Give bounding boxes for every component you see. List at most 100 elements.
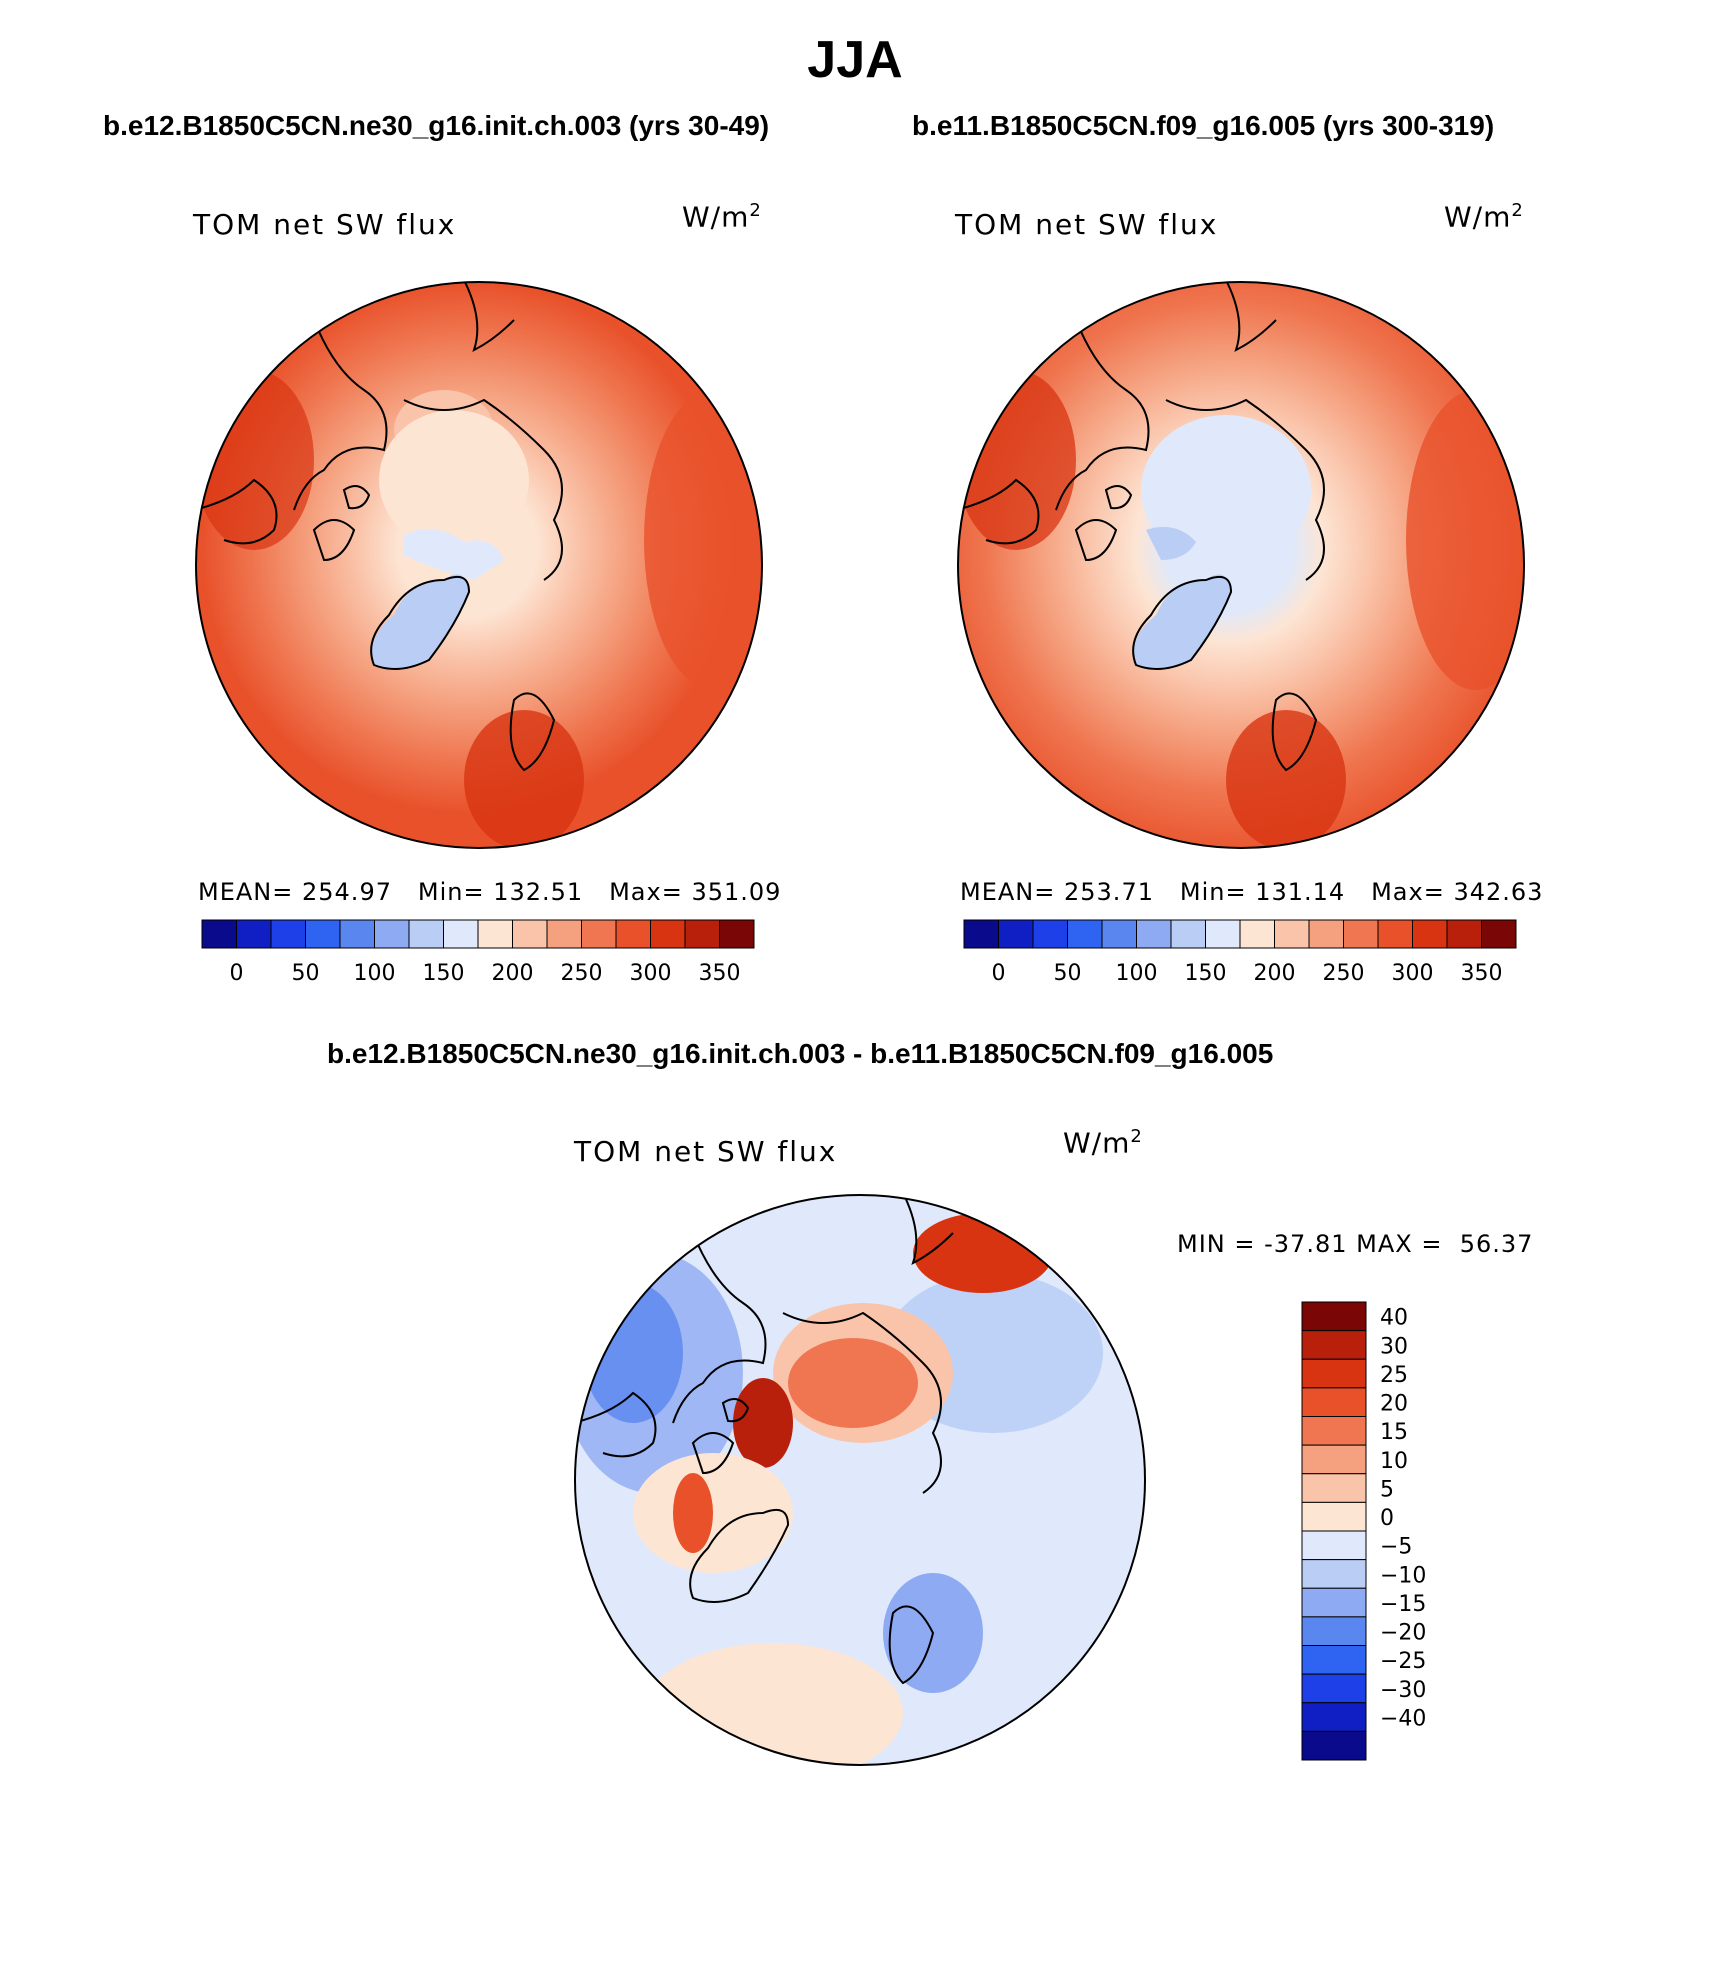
left-field-high-west [196,370,314,550]
right-colorbar-box-6 [1170,919,1206,949]
right-colorbar-tick-label: 300 [1392,961,1434,986]
right-colorbar-box-5 [1136,919,1172,949]
diff-min-label: MIN = [1177,1230,1256,1258]
right-field-high-west [958,370,1076,550]
diff-panel-title: b.e12.B1850C5CN.ne30_g16.init.ch.003 - b… [327,1038,1274,1069]
right-coastlines [958,282,1325,772]
right-colorbar-box-14 [1446,919,1482,949]
left-units-exp: 2 [749,200,762,221]
left-units-label: W/m2 [682,200,762,233]
diff-coastlines [575,1195,954,1685]
diff-colorbar-box-1 [1301,1330,1367,1360]
left-colorbar-tick-label: 150 [423,961,465,986]
left-colorbar-box-12 [615,919,651,949]
right-colorbar-box-8 [1239,919,1275,949]
left-variable-label: TOM net SW flux [193,208,457,241]
right-colorbar-box-2 [1032,919,1068,949]
left-max-label: Max= [609,878,683,906]
right-stats: MEAN= 253.71 Min= 131.14 Max= 342.63 [960,878,1543,906]
left-map-border [195,281,763,849]
diff-map-border [574,1194,1146,1766]
diff-field-arctic-high [788,1338,918,1428]
left-colorbar: 0 50 100 150 200 250 300 350 [200,918,770,990]
diff-colorbar-box-5 [1301,1444,1367,1475]
right-colorbar-tick-label: 50 [1054,961,1082,986]
left-field-greenland [371,574,469,669]
left-colorbar-box-2 [270,919,306,949]
left-min-value: 132.51 [493,878,584,906]
diff-colorbar-box-12 [1301,1645,1367,1675]
diff-max-value: 56.37 [1459,1230,1534,1258]
left-colorbar-box-0 [201,919,237,949]
diff-units-label: W/m2 [1063,1126,1143,1159]
diff-colorbar-box-11 [1301,1616,1367,1646]
left-colorbar-tick-label: 0 [230,961,244,986]
diff-colorbar-tick-label: 25 [1380,1363,1408,1388]
left-colorbar-box-11 [581,919,617,949]
left-colorbar-box-13 [650,919,686,949]
right-polar-map-svg [957,281,1525,849]
left-colorbar-box-10 [546,919,582,949]
diff-colorbar-box-7 [1301,1501,1367,1532]
diff-variable-label: TOM net SW flux [574,1135,838,1168]
left-field-high-scandinavia [464,710,584,848]
diff-field-archipelago-high [733,1378,793,1468]
right-min-value: 131.14 [1255,878,1346,906]
diff-colorbar-tick-label: 5 [1380,1477,1394,1502]
right-variable-label: TOM net SW flux [955,208,1219,241]
diff-colorbar-svg: 40 30 25 20 15 10 5 0 −5 −10 −15 −20 −25 −30 −40 [1301,1301,1426,1761]
diff-colorbar-tick-label: −5 [1380,1535,1412,1560]
right-units-label: W/m2 [1444,200,1524,233]
right-colorbar-tick-label: 250 [1323,961,1365,986]
diff-colorbar-box-10 [1301,1587,1367,1618]
left-colorbar-tick-label: 50 [292,961,320,986]
left-colorbar-box-4 [339,919,375,949]
left-mean-label: MEAN= [198,878,294,906]
diff-colorbar-box-9 [1301,1559,1367,1589]
right-colorbar: 0 50 100 150 200 250 300 350 [962,918,1532,990]
diff-colorbar-tick-label: −10 [1380,1563,1426,1588]
left-coastlines [196,282,563,772]
right-colorbar-tick-label: 150 [1185,961,1227,986]
right-colorbar-box-0 [963,919,999,949]
left-colorbar-box-7 [443,919,479,949]
diff-colorbar-tick-label: 0 [1380,1506,1394,1531]
diff-colorbar-tick-label: 15 [1380,1420,1408,1445]
right-colorbar-box-13 [1412,919,1448,949]
left-colorbar-box-14 [684,919,720,949]
right-colorbar-tick-label: 0 [992,961,1006,986]
right-mean-label: MEAN= [960,878,1056,906]
diff-colorbar-tick-label: 30 [1380,1334,1408,1359]
diff-colorbar-box-15 [1301,1730,1367,1761]
left-panel-title: b.e12.B1850C5CN.ne30_g16.init.ch.003 (yr… [103,110,770,141]
diff-colorbar-tick-label: 40 [1380,1306,1408,1331]
right-colorbar-box-1 [998,919,1034,949]
diff-max-label: MAX = [1356,1230,1443,1258]
diff-colorbar-box-6 [1301,1473,1367,1503]
right-units-base: W/m [1444,200,1512,234]
right-colorbar-box-12 [1377,919,1413,949]
left-colorbar-tick-label: 350 [699,961,741,986]
right-max-value: 342.63 [1453,878,1544,906]
diff-colorbar-tick-label: −40 [1380,1706,1426,1731]
left-units-base: W/m [682,200,750,234]
diff-colorbar: 40 30 25 20 15 10 5 0 −5 −10 −15 −20 −25 −30 −40 [1300,1300,1460,1770]
right-field-archipelago-low [1146,526,1196,560]
left-colorbar-box-3 [305,919,341,949]
left-max-value: 351.09 [691,878,782,906]
left-colorbar-box-1 [236,919,272,949]
left-colorbar-tick-label: 250 [561,961,603,986]
diff-colorbar-box-4 [1301,1416,1367,1446]
diff-colorbar-box-3 [1301,1387,1367,1417]
right-panel-title: b.e11.B1850C5CN.f09_g16.005 (yrs 300-319… [912,110,1495,141]
left-polar-map [194,280,764,850]
right-colorbar-tick-label: 350 [1461,961,1503,986]
left-colorbar-svg: 0 50 100 150 200 250 300 350 [201,919,755,986]
diff-colorbar-tick-label: 10 [1380,1449,1408,1474]
diff-field-labrador-high [673,1473,713,1553]
right-colorbar-tick-label: 100 [1116,961,1158,986]
left-colorbar-box-15 [719,919,755,949]
right-colorbar-box-9 [1274,919,1310,949]
right-colorbar-box-10 [1308,919,1344,949]
diff-colorbar-box-14 [1301,1702,1367,1732]
